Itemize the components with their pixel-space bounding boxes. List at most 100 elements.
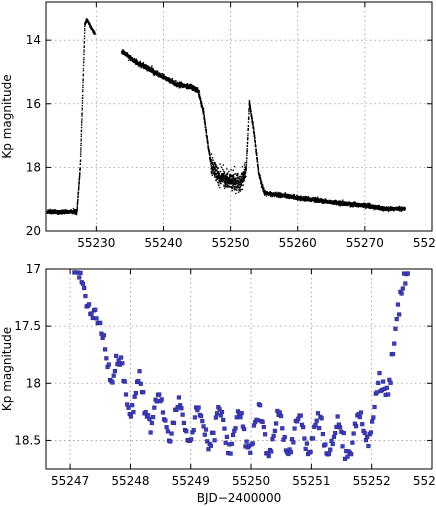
data-point <box>211 174 213 176</box>
data-point <box>235 182 238 185</box>
data-point <box>223 177 225 180</box>
data-point <box>280 192 282 195</box>
data-point <box>83 45 85 47</box>
data-point <box>250 112 252 115</box>
data-point <box>223 187 226 189</box>
data-point <box>214 167 216 169</box>
data-point <box>207 147 210 149</box>
data-point <box>224 434 230 439</box>
data-point <box>241 181 244 183</box>
light-curve-points <box>46 18 406 216</box>
data-point <box>244 176 246 179</box>
data-point <box>201 424 206 429</box>
y-tick-label: 18 <box>26 160 41 174</box>
data-point <box>271 433 276 438</box>
data-point <box>251 118 253 121</box>
data-point <box>231 186 233 189</box>
data-point <box>147 417 152 422</box>
data-point <box>219 170 222 173</box>
data-point <box>209 154 211 157</box>
data-point <box>169 431 174 436</box>
data-point <box>81 120 83 122</box>
data-point <box>282 435 287 440</box>
data-point <box>197 87 199 89</box>
data-point <box>368 430 373 435</box>
data-point <box>269 190 271 193</box>
data-point <box>173 84 176 87</box>
data-point <box>116 358 121 363</box>
data-point <box>213 166 215 169</box>
data-point <box>338 204 340 206</box>
data-point <box>241 188 244 191</box>
data-point <box>230 183 233 185</box>
data-point <box>103 347 108 352</box>
data-point <box>390 209 392 212</box>
data-point <box>393 210 395 212</box>
data-point <box>191 86 194 88</box>
data-point <box>353 205 356 207</box>
data-point <box>360 205 362 208</box>
data-point <box>247 129 249 131</box>
data-point <box>82 89 84 91</box>
data-point <box>264 189 266 192</box>
data-point <box>208 443 214 448</box>
data-point <box>216 169 218 172</box>
data-point <box>211 156 214 159</box>
data-point <box>81 105 84 107</box>
data-point <box>236 174 239 177</box>
data-point <box>187 88 190 90</box>
data-point <box>228 183 231 185</box>
data-point <box>354 201 356 203</box>
data-point <box>89 311 94 316</box>
data-point <box>150 415 156 420</box>
data-point <box>60 212 62 214</box>
data-point <box>141 62 143 65</box>
data-point <box>380 208 382 210</box>
data-point <box>79 159 82 161</box>
data-point <box>52 209 54 211</box>
data-point <box>154 399 159 404</box>
data-point <box>216 169 218 171</box>
data-point <box>247 133 249 135</box>
data-point <box>350 440 355 445</box>
data-point <box>206 136 208 138</box>
data-point <box>275 191 277 194</box>
data-point <box>78 178 81 180</box>
data-point <box>212 438 217 443</box>
data-point <box>55 209 57 212</box>
data-point <box>192 85 195 88</box>
data-point <box>218 184 220 186</box>
data-point <box>85 18 88 20</box>
data-point <box>290 194 293 196</box>
data-point <box>82 84 84 86</box>
data-point <box>279 196 281 199</box>
data-point <box>340 204 342 206</box>
data-point <box>80 133 83 136</box>
data-point <box>245 165 248 168</box>
data-point <box>79 168 81 170</box>
data-point <box>186 83 189 85</box>
data-point <box>330 202 332 205</box>
data-point <box>308 449 313 455</box>
data-point <box>204 119 206 122</box>
data-point <box>249 106 252 108</box>
data-point <box>244 172 247 175</box>
data-point <box>226 172 229 174</box>
data-point <box>83 53 85 56</box>
data-point <box>297 195 299 197</box>
data-point <box>221 173 223 176</box>
data-point <box>347 204 349 207</box>
data-point <box>98 320 103 325</box>
data-point <box>339 205 341 207</box>
data-point <box>123 50 126 53</box>
data-point <box>230 178 233 181</box>
data-point <box>76 201 79 203</box>
data-point <box>79 160 82 163</box>
data-point <box>218 177 220 180</box>
data-point <box>84 23 87 25</box>
data-point <box>211 163 214 166</box>
data-point <box>382 210 384 212</box>
y-tick-label: 14 <box>26 33 41 47</box>
data-point <box>236 187 238 189</box>
